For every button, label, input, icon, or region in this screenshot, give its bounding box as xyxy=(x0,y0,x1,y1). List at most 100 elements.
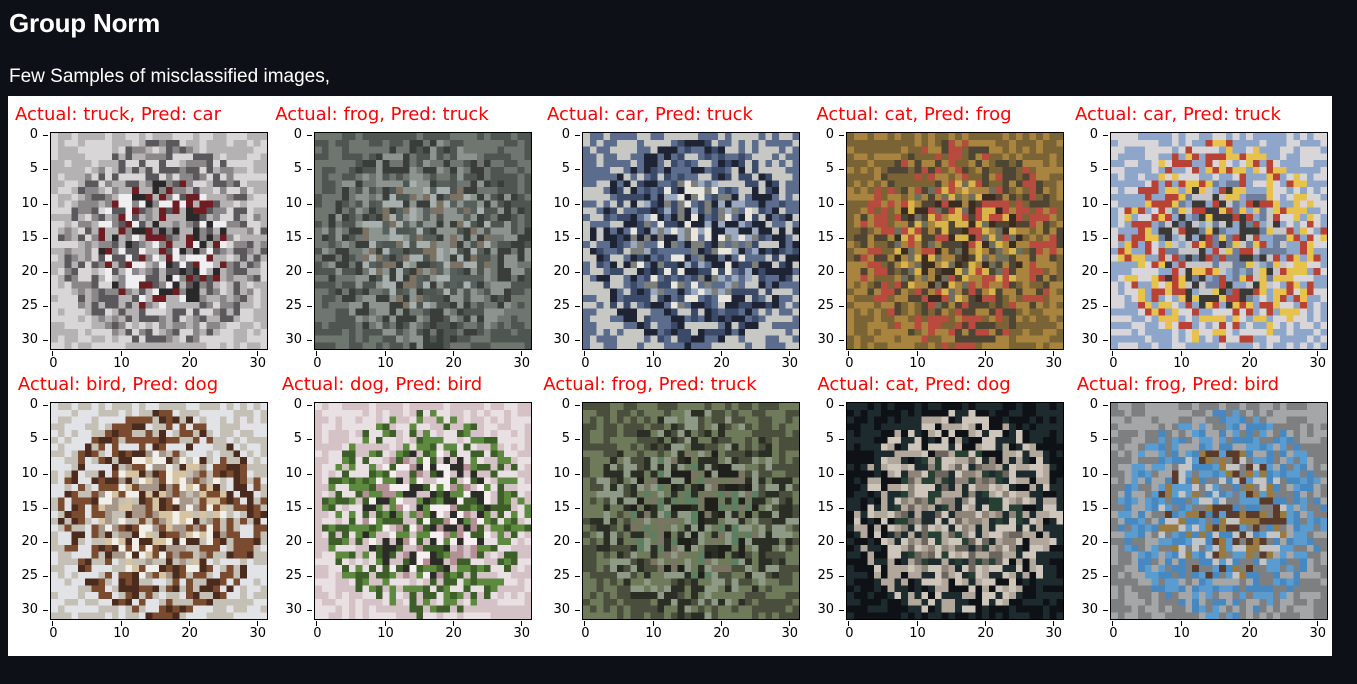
y-tick-label: 10 xyxy=(806,466,844,481)
figure-caption: Few Samples of misclassified images, xyxy=(9,66,330,87)
subplot-9: Actual: cat, Pred: dog 0 5 10 15 20 25 30 0 10 20 3… xyxy=(804,366,1064,641)
sample-image xyxy=(314,132,532,350)
x-tick-label: 10 xyxy=(906,351,930,371)
y-tick-label: 30 xyxy=(10,602,48,617)
y-tick-label: 5 xyxy=(542,431,580,446)
x-tick-label: 0 xyxy=(837,621,861,641)
subplot-title: Actual: car, Pred: truck xyxy=(547,104,753,125)
y-tick-label: 20 xyxy=(542,534,580,549)
sample-image xyxy=(846,132,1064,350)
y-tick-label: 25 xyxy=(10,568,48,583)
y-tick-label: 10 xyxy=(10,196,48,211)
x-tick-label: 20 xyxy=(974,621,998,641)
y-tick-label: 15 xyxy=(542,230,580,245)
y-tick-label: 5 xyxy=(542,161,580,176)
y-tick-label: 15 xyxy=(274,500,312,515)
y-tick-label: 10 xyxy=(274,196,312,211)
subplot-title: Actual: frog, Pred: truck xyxy=(543,374,757,395)
x-tick-label: 10 xyxy=(1170,621,1194,641)
x-tick-label: 0 xyxy=(41,351,65,371)
subplot-2: Actual: frog, Pred: truck 0 5 10 15 20 25 30 0 10… xyxy=(272,96,532,371)
x-tick-label: 30 xyxy=(1306,351,1330,371)
y-tick-label: 25 xyxy=(806,568,844,583)
y-tick-label: 0 xyxy=(274,397,312,412)
x-tick-label: 0 xyxy=(573,351,597,371)
sample-image xyxy=(1110,132,1328,350)
y-tick-label: 15 xyxy=(274,230,312,245)
y-tick-label: 5 xyxy=(10,161,48,176)
y-tick-label: 5 xyxy=(1070,431,1108,446)
sample-image xyxy=(846,402,1064,620)
subplot-title: Actual: cat, Pred: frog xyxy=(816,104,1012,125)
y-tick-label: 10 xyxy=(10,466,48,481)
y-tick-label: 5 xyxy=(806,431,844,446)
y-tick-label: 0 xyxy=(10,397,48,412)
x-tick-label: 30 xyxy=(510,351,534,371)
x-tick-label: 20 xyxy=(178,621,202,641)
y-tick-label: 30 xyxy=(806,602,844,617)
y-tick-label: 10 xyxy=(1070,196,1108,211)
y-tick-label: 20 xyxy=(1070,534,1108,549)
y-tick-label: 15 xyxy=(10,500,48,515)
x-tick-label: 20 xyxy=(442,351,466,371)
sample-image xyxy=(314,402,532,620)
sample-image xyxy=(1110,402,1328,620)
y-tick-label: 5 xyxy=(10,431,48,446)
y-tick-label: 5 xyxy=(274,431,312,446)
y-tick-label: 30 xyxy=(806,332,844,347)
y-tick-label: 30 xyxy=(274,332,312,347)
y-tick-label: 10 xyxy=(542,466,580,481)
subplot-7: Actual: dog, Pred: bird 0 5 10 15 20 25 30 0 10 20… xyxy=(272,366,532,641)
y-tick-label: 15 xyxy=(10,230,48,245)
y-tick-label: 5 xyxy=(806,161,844,176)
y-tick-label: 30 xyxy=(1070,332,1108,347)
x-tick-label: 0 xyxy=(41,621,65,641)
y-tick-label: 20 xyxy=(542,264,580,279)
y-tick-label: 15 xyxy=(1070,500,1108,515)
subplot-title: Actual: frog, Pred: bird xyxy=(1076,374,1280,395)
x-tick-label: 10 xyxy=(374,621,398,641)
y-tick-label: 15 xyxy=(1070,230,1108,245)
y-tick-label: 0 xyxy=(542,397,580,412)
y-tick-label: 15 xyxy=(806,500,844,515)
y-tick-label: 10 xyxy=(1070,466,1108,481)
y-tick-label: 25 xyxy=(1070,568,1108,583)
x-tick-label: 10 xyxy=(110,351,134,371)
subplot-3: Actual: car, Pred: truck 0 5 10 15 20 25 30 0 10 2… xyxy=(540,96,800,371)
subplot-5: Actual: car, Pred: truck 0 5 10 15 20 25 30 0 10 2… xyxy=(1068,96,1328,371)
y-tick-label: 25 xyxy=(1070,298,1108,313)
x-tick-label: 10 xyxy=(110,621,134,641)
x-tick-label: 30 xyxy=(778,621,802,641)
y-tick-label: 5 xyxy=(1070,161,1108,176)
y-tick-label: 20 xyxy=(274,264,312,279)
y-tick-label: 20 xyxy=(1070,264,1108,279)
x-tick-label: 20 xyxy=(974,351,998,371)
y-tick-label: 20 xyxy=(10,534,48,549)
x-tick-label: 10 xyxy=(1170,351,1194,371)
x-tick-label: 10 xyxy=(642,621,666,641)
subplot-title: Actual: bird, Pred: dog xyxy=(17,374,219,395)
y-tick-label: 0 xyxy=(1070,127,1108,142)
y-tick-label: 0 xyxy=(10,127,48,142)
y-tick-label: 15 xyxy=(806,230,844,245)
y-tick-label: 5 xyxy=(274,161,312,176)
x-tick-label: 0 xyxy=(1101,351,1125,371)
y-tick-label: 10 xyxy=(806,196,844,211)
y-tick-label: 20 xyxy=(274,534,312,549)
x-tick-label: 10 xyxy=(374,351,398,371)
sample-image xyxy=(582,402,800,620)
y-tick-label: 0 xyxy=(806,127,844,142)
sample-image xyxy=(582,132,800,350)
subplot-4: Actual: cat, Pred: frog 0 5 10 15 20 25 30 0 10 20… xyxy=(804,96,1064,371)
y-tick-label: 30 xyxy=(10,332,48,347)
y-tick-label: 25 xyxy=(542,298,580,313)
x-tick-label: 20 xyxy=(1238,351,1262,371)
misclassified-figure: Actual: truck, Pred: car 0 5 10 15 20 25 30 0 10 2… xyxy=(8,96,1332,656)
y-tick-label: 25 xyxy=(274,568,312,583)
x-tick-label: 10 xyxy=(642,351,666,371)
x-tick-label: 20 xyxy=(1238,621,1262,641)
x-tick-label: 20 xyxy=(178,351,202,371)
y-tick-label: 25 xyxy=(542,568,580,583)
sample-image xyxy=(50,132,268,350)
x-tick-label: 20 xyxy=(710,621,734,641)
